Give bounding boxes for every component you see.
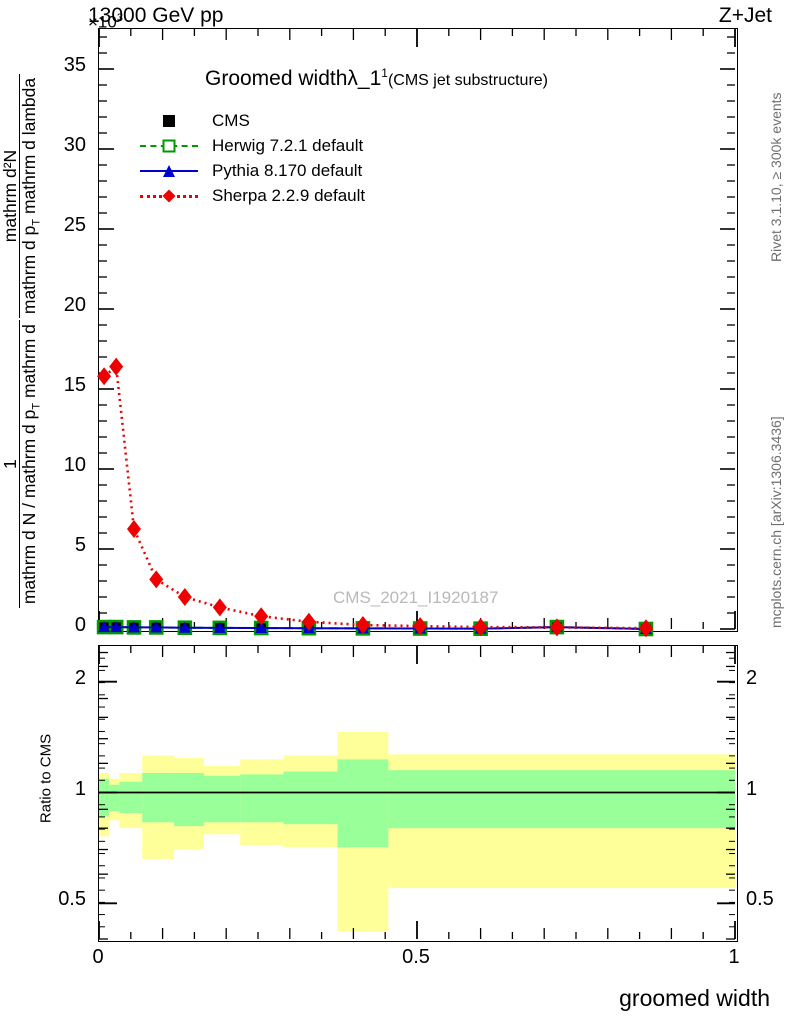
legend-label-sherpa: Sherpa 2.2.9 default (212, 185, 366, 205)
marker-pythia (98, 621, 111, 633)
ratio-band-inner (142, 772, 175, 823)
ratio-tick-label-right: 1 (746, 777, 758, 800)
y-axis-tick-label: 25 (63, 214, 86, 236)
marker-sherpa (549, 618, 564, 637)
ratio-plot-canvas (98, 646, 736, 940)
marker-sherpa (638, 619, 653, 638)
diamond-filled-icon (162, 189, 176, 203)
ratio-band-inner (119, 781, 143, 813)
legend-item-pythia[interactable]: Pythia 8.170 default (140, 158, 365, 183)
marker-pythia (178, 621, 191, 633)
legend-label-cms: CMS (212, 110, 250, 130)
ratio-tick-label-left: 1 (74, 777, 86, 800)
y-axis-tick-label: 35 (63, 54, 86, 76)
marker-sherpa (126, 520, 141, 538)
y-axis-tick-label: 10 (63, 454, 86, 476)
legend-item-sherpa[interactable]: Sherpa 2.2.9 default (140, 183, 365, 208)
square-open-icon (162, 139, 176, 153)
process-label: Z+Jet (718, 4, 772, 27)
ratio-band-inner (240, 774, 284, 823)
ratio-panel (98, 645, 738, 942)
ratio-band-inner (283, 771, 338, 825)
legend: CMS Herwig 7.2.1 default Pythia 8.170 de… (140, 108, 365, 208)
ratio-tick-label-left: 0.5 (58, 888, 86, 911)
ratio-tick-label-right: 2 (746, 666, 758, 689)
marker-sherpa (473, 618, 488, 637)
y-axis-label-denominator-2: mathrm d pT mathrm d lambda (19, 73, 44, 319)
marker-pythia (110, 621, 123, 633)
legend-key-sherpa (140, 187, 198, 205)
legend-label-pythia: Pythia 8.170 default (212, 160, 363, 180)
marker-pythia (127, 621, 140, 633)
y-axis-exponent: ×103 (88, 12, 123, 32)
plot-title: Groomed widthλ_11(CMS jet substructure) (205, 66, 548, 90)
analysis-watermark: CMS_2021_I1920187 (333, 588, 499, 607)
square-filled-icon (162, 114, 176, 128)
x-axis-tick-label: 0.5 (402, 946, 430, 968)
legend-key-pythia (140, 162, 198, 180)
x-axis-tick-label: 1 (728, 946, 740, 968)
marker-pythia (255, 622, 268, 634)
legend-item-cms[interactable]: CMS (140, 108, 365, 133)
x-axis-tick-label: 0 (92, 946, 104, 968)
beam-energy-label: 13000 GeV pp (88, 4, 224, 27)
ratio-tick-label-left: 2 (74, 666, 86, 689)
marker-pythia (213, 621, 226, 633)
marker-sherpa (254, 607, 269, 626)
ratio-band-inner (337, 759, 389, 848)
y-axis-tick-label: 30 (63, 134, 86, 156)
ratio-tick-label-right: 0.5 (746, 888, 774, 911)
x-axis-label: groomed width (619, 985, 770, 1011)
marker-sherpa (301, 612, 316, 631)
y-axis-tick-label: 5 (74, 534, 86, 556)
mcplots-caption: mcplots.cern.ch [arXiv:1306.3436] (768, 416, 784, 628)
main-plot-panel (96, 28, 738, 638)
ratio-band-inner (109, 784, 120, 812)
legend-key-herwig (140, 137, 198, 155)
main-plot-canvas (96, 29, 736, 638)
marker-sherpa (177, 588, 192, 606)
y-axis-label-numerator: 1 (0, 459, 20, 469)
marker-sherpa (355, 616, 370, 634)
marker-sherpa (149, 570, 164, 589)
y-axis-label: 1 mathrm d N / mathrm d pT mathrm d math… (0, 31, 45, 651)
marker-sherpa (413, 617, 428, 636)
y-axis-tick-label: 20 (63, 294, 86, 316)
ratio-band-inner (203, 775, 241, 823)
y-axis-label-numerator-2: mathrm d²N (0, 149, 20, 243)
marker-sherpa (97, 367, 112, 386)
rivet-version-caption: Rivet 3.1.10, ≥ 300k events (768, 92, 784, 262)
marker-sherpa (212, 598, 227, 617)
y-axis-tick-label: 0 (74, 614, 86, 636)
legend-label-herwig: Herwig 7.2.1 default (212, 135, 364, 155)
y-axis-tick-label: 15 (63, 374, 86, 396)
ratio-band-inner (99, 778, 110, 817)
legend-item-herwig[interactable]: Herwig 7.2.1 default (140, 133, 365, 158)
legend-key-cms (140, 112, 198, 130)
triangle-filled-icon (162, 164, 176, 178)
marker-sherpa (109, 357, 124, 376)
ratio-band-inner (388, 770, 735, 829)
marker-pythia (150, 621, 163, 633)
ratio-band-inner (174, 772, 204, 827)
